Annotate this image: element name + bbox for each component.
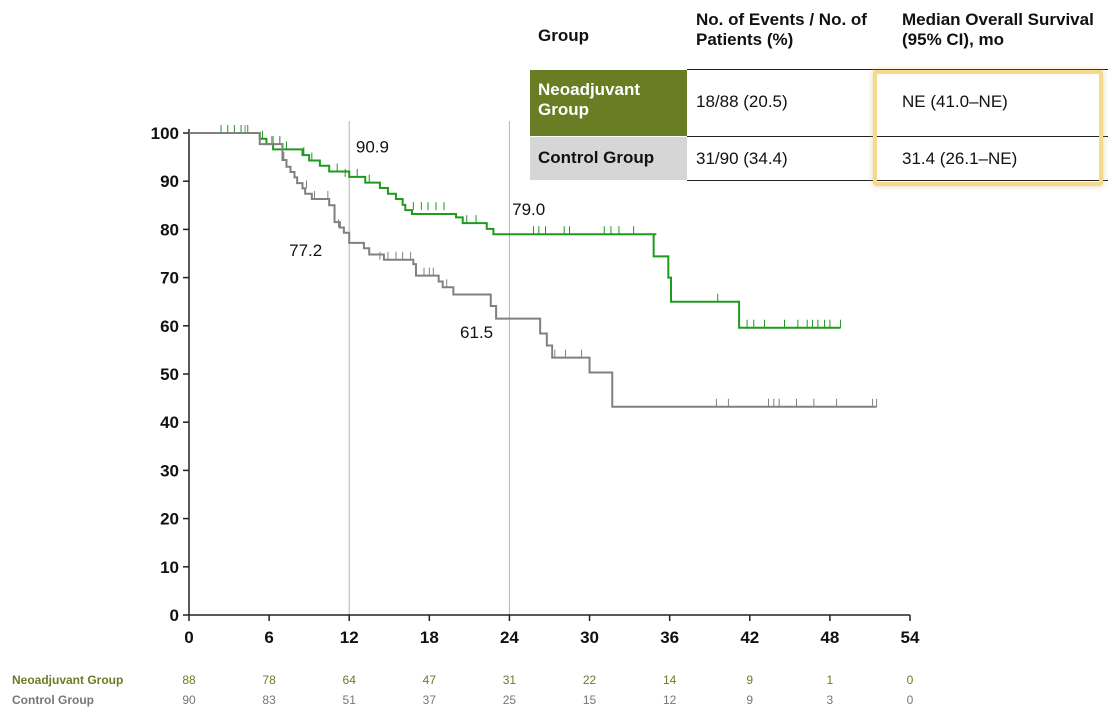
at-risk-value: 25: [503, 693, 517, 707]
y-tick-label: 0: [170, 606, 179, 625]
at-risk-value: 51: [343, 693, 357, 707]
group-label-control: Control Group: [538, 148, 655, 167]
at-risk-value: 83: [262, 693, 276, 707]
x-tick-label: 42: [740, 628, 759, 647]
at-risk-value: 9: [746, 693, 753, 707]
events-control: 31/90 (34.4): [696, 149, 788, 168]
table-rule-bottom: [687, 180, 1108, 181]
x-ticks: 0 6 12 18 24 30 36 42 48 54: [184, 615, 920, 647]
y-tick-label: 70: [160, 269, 179, 288]
header-group: Group: [538, 26, 589, 45]
at-risk-value: 0: [907, 693, 914, 707]
series-layer: [189, 125, 878, 408]
at-risk-value: 9: [746, 673, 753, 687]
y-tick-label: 10: [160, 558, 179, 577]
y-tick-label: 90: [160, 172, 179, 191]
series-line-neoadjuvant: [189, 132, 841, 329]
at-risk-value: 15: [583, 693, 597, 707]
y-tick-label: 40: [160, 413, 179, 432]
group-cell-neoadjuvant: Neoadjuvant Group: [530, 70, 687, 136]
landmark-label: 79.0: [512, 200, 545, 219]
at-risk-value: 37: [423, 693, 437, 707]
x-tick-label: 12: [340, 628, 359, 647]
landmark-label: 77.2: [289, 241, 322, 260]
group-label-neoadjuvant: Neoadjuvant Group: [538, 80, 641, 119]
axes: [188, 129, 910, 616]
table-rule-top: [687, 69, 1108, 70]
y-ticks: 0 10 20 30 40 50 60 70 80 90 100: [151, 124, 189, 625]
header-events: No. of Events / No. of Patients (%): [696, 10, 867, 49]
y-tick-label: 100: [151, 124, 179, 143]
x-tick-label: 48: [820, 628, 839, 647]
at-risk-value: 12: [663, 693, 677, 707]
median-neoadjuvant: NE (41.0–NE): [902, 92, 1008, 111]
x-tick-label: 18: [420, 628, 439, 647]
group-cell-control: Control Group: [530, 137, 687, 180]
table-rule-mid: [687, 136, 1108, 137]
at-risk-value: 31: [503, 673, 517, 687]
at-risk-table: Neoadjuvant Group 88 78 64 47 31 22 14 9 1 0 Contro…: [12, 673, 914, 707]
series-line-control: [189, 132, 877, 408]
at-risk-value: 47: [423, 673, 437, 687]
at-risk-value: 64: [343, 673, 357, 687]
at-risk-value: 22: [583, 673, 597, 687]
at-risk-value: 14: [663, 673, 677, 687]
x-tick-label: 30: [580, 628, 599, 647]
censor-marks-neoadjuvant: [220, 125, 842, 328]
x-tick-label: 6: [264, 628, 273, 647]
landmark-label: 61.5: [460, 323, 493, 342]
at-risk-value: 3: [827, 693, 834, 707]
header-median: Median Overall Survival (95% CI), mo: [902, 10, 1094, 49]
y-tick-label: 80: [160, 220, 179, 239]
at-risk-value: 1: [827, 673, 834, 687]
at-risk-value: 78: [262, 673, 276, 687]
censor-marks-control: [244, 125, 878, 407]
x-tick-label: 54: [901, 628, 920, 647]
median-highlight-box: [873, 70, 1103, 186]
x-tick-label: 0: [184, 628, 193, 647]
x-tick-label: 24: [500, 628, 519, 647]
annotations: 90.9 77.2 79.0 61.5: [289, 137, 545, 342]
events-neoadjuvant: 18/88 (20.5): [696, 92, 788, 111]
landmark-label: 90.9: [356, 137, 389, 156]
y-tick-label: 30: [160, 461, 179, 480]
at-risk-row-label: Control Group: [12, 693, 94, 707]
y-tick-label: 20: [160, 510, 179, 529]
at-risk-value: 88: [182, 673, 196, 687]
at-risk-value: 0: [907, 673, 914, 687]
y-tick-label: 60: [160, 317, 179, 336]
reference-lines: [348, 121, 510, 615]
at-risk-row-label: Neoadjuvant Group: [12, 673, 123, 687]
median-control: 31.4 (26.1–NE): [902, 149, 1018, 168]
x-tick-label: 36: [660, 628, 679, 647]
at-risk-value: 90: [182, 693, 196, 707]
y-tick-label: 50: [160, 365, 179, 384]
